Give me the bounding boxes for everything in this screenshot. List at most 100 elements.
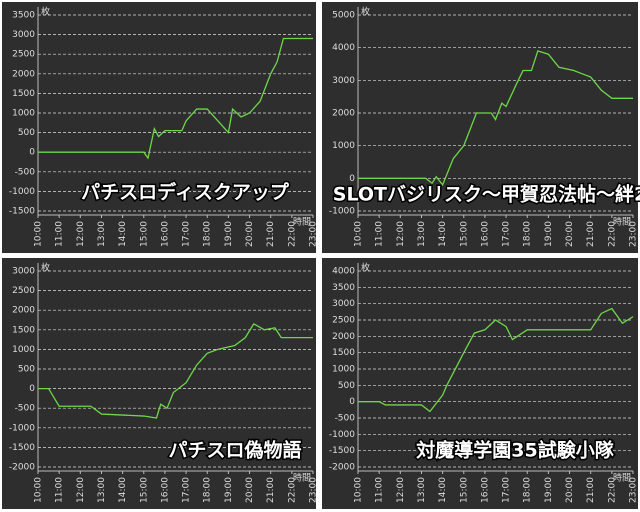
x-tick-label: 21:00 — [266, 477, 276, 503]
y-tick-label: 0 — [29, 148, 35, 158]
y-tick-label: 2500 — [332, 316, 355, 326]
y-tick-label: 0 — [349, 397, 355, 407]
x-tick-label: 17:00 — [502, 221, 512, 247]
x-tick-label: 23:00 — [309, 477, 319, 503]
x-axis-label: 時間 — [613, 473, 631, 484]
series-line — [358, 50, 633, 187]
y-axis-label: 枚 — [361, 6, 370, 18]
y-tick-label: -1500 — [9, 443, 35, 453]
x-tick-label: 12:00 — [396, 477, 406, 503]
y-tick-label: -500 — [15, 167, 36, 177]
x-tick-label: 21:00 — [586, 477, 596, 503]
x-tick-label: 20:00 — [565, 221, 575, 247]
x-tick-label: 18:00 — [203, 221, 213, 247]
y-tick-label: 2500 — [12, 286, 35, 296]
x-tick-label: 15:00 — [459, 477, 469, 503]
x-tick-label: 18:00 — [523, 221, 533, 247]
y-tick-label: 3000 — [12, 30, 35, 40]
y-tick-label: 1000 — [12, 109, 35, 119]
y-tick-label: 2000 — [12, 306, 35, 316]
x-tick-label: 22:00 — [287, 477, 297, 503]
y-tick-label: 0 — [29, 384, 35, 394]
x-tick-label: 22:00 — [607, 477, 617, 503]
x-tick-label: 15:00 — [459, 221, 469, 247]
series-line — [38, 323, 313, 419]
x-tick-label: 16:00 — [480, 221, 490, 247]
x-axis-label: 時間 — [613, 217, 631, 228]
y-tick-label: 0 — [349, 174, 355, 184]
x-tick-label: 10:00 — [354, 221, 364, 247]
x-axis-label: 時間 — [293, 473, 311, 484]
y-tick-label: 1000 — [332, 365, 355, 375]
x-tick-label: 20:00 — [245, 477, 255, 503]
y-tick-label: -500 — [15, 404, 36, 414]
series-line — [38, 37, 313, 160]
y-tick-label: -1000 — [9, 187, 35, 197]
y-tick-label: 2000 — [332, 109, 355, 119]
y-tick-label: 500 — [338, 381, 355, 391]
x-tick-label: 19:00 — [544, 477, 554, 503]
y-tick-label: 3000 — [12, 267, 35, 277]
y-tick-label: 3500 — [12, 11, 35, 21]
x-tick-label: 21:00 — [586, 221, 596, 247]
x-tick-label: 22:00 — [287, 221, 297, 247]
y-tick-label: 3500 — [332, 283, 355, 293]
y-tick-label: 4000 — [332, 267, 355, 277]
chart-title: 対魔導学園35試験小隊 — [415, 439, 614, 462]
y-tick-label: -1000 — [329, 430, 355, 440]
x-tick-label: 19:00 — [224, 221, 234, 247]
x-tick-label: 21:00 — [266, 221, 276, 247]
y-axis-label: 枚 — [41, 262, 50, 274]
x-tick-label: 10:00 — [354, 477, 364, 503]
y-tick-label: -2000 — [329, 463, 355, 473]
x-tick-label: 17:00 — [182, 221, 192, 247]
x-tick-label: 14:00 — [118, 221, 128, 247]
x-tick-label: 13:00 — [97, 221, 107, 247]
x-tick-label: 19:00 — [224, 477, 234, 503]
x-tick-label: 12:00 — [76, 477, 86, 503]
x-tick-label: 14:00 — [438, 221, 448, 247]
y-tick-label: -2000 — [9, 463, 35, 473]
x-tick-label: 15:00 — [139, 221, 149, 247]
y-tick-label: -1500 — [329, 446, 355, 456]
x-tick-label: 16:00 — [160, 477, 170, 503]
x-tick-label: 12:00 — [396, 221, 406, 247]
y-tick-label: 4000 — [332, 43, 355, 53]
y-tick-label: 1500 — [12, 325, 35, 335]
y-tick-label: 2000 — [332, 332, 355, 342]
y-axis-label: 枚 — [361, 262, 370, 274]
y-tick-label: 3000 — [332, 299, 355, 309]
x-tick-label: 16:00 — [480, 477, 490, 503]
x-tick-label: 11:00 — [375, 221, 385, 247]
x-tick-label: 18:00 — [203, 477, 213, 503]
x-tick-label: 20:00 — [565, 477, 575, 503]
x-tick-label: 23:00 — [629, 477, 639, 503]
y-tick-label: -1000 — [9, 423, 35, 433]
y-tick-label: 1500 — [332, 348, 355, 358]
x-tick-label: 10:00 — [34, 221, 44, 247]
y-tick-label: 500 — [18, 128, 35, 138]
x-tick-label: 11:00 — [55, 221, 65, 247]
x-tick-label: 11:00 — [375, 477, 385, 503]
y-tick-label: -1000 — [329, 207, 355, 217]
x-tick-label: 17:00 — [502, 477, 512, 503]
y-tick-label: 1500 — [12, 89, 35, 99]
x-tick-label: 22:00 — [607, 221, 617, 247]
series-line — [358, 307, 634, 413]
y-tick-label: -500 — [335, 414, 356, 424]
x-tick-label: 17:00 — [182, 477, 192, 503]
x-tick-label: 23:00 — [309, 221, 319, 247]
x-tick-label: 11:00 — [55, 477, 65, 503]
x-tick-label: 23:00 — [629, 221, 639, 247]
x-tick-label: 14:00 — [438, 477, 448, 503]
y-tick-label: 500 — [18, 365, 35, 375]
y-tick-label: 5000 — [332, 11, 355, 21]
y-tick-label: 1000 — [332, 141, 355, 151]
x-tick-label: 13:00 — [97, 477, 107, 503]
x-tick-label: 18:00 — [523, 477, 533, 503]
y-tick-label: 2500 — [12, 50, 35, 60]
chart-title: パチスロディスクアップ — [81, 181, 290, 204]
x-tick-label: 15:00 — [139, 477, 149, 503]
x-tick-label: 12:00 — [76, 221, 86, 247]
